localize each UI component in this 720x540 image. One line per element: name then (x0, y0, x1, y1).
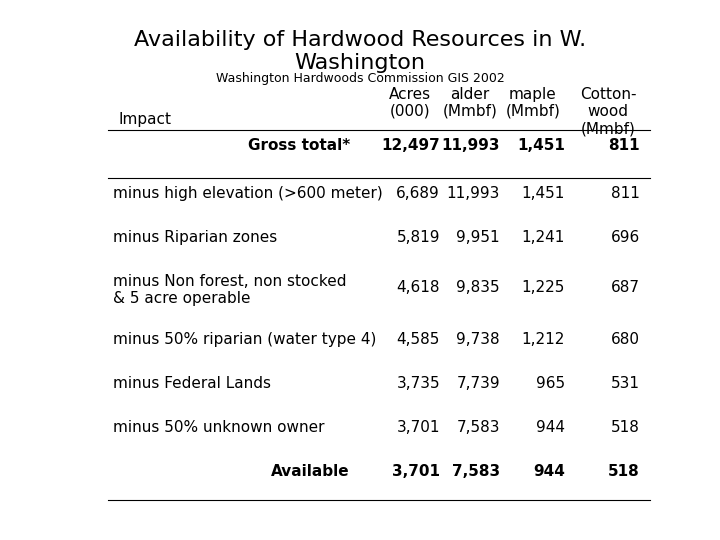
Text: 3,701: 3,701 (392, 464, 440, 479)
Text: 680: 680 (611, 332, 640, 347)
Text: 6,689: 6,689 (396, 186, 440, 201)
Text: minus Non forest, non stocked
& 5 acre operable: minus Non forest, non stocked & 5 acre o… (113, 274, 346, 306)
Text: 811: 811 (608, 138, 640, 153)
Text: 518: 518 (611, 420, 640, 435)
Text: 944: 944 (533, 464, 565, 479)
Text: 811: 811 (611, 186, 640, 201)
Text: Gross total*: Gross total* (248, 138, 350, 153)
Text: 9,951: 9,951 (456, 230, 500, 245)
Text: (000): (000) (390, 104, 431, 119)
Text: 7,583: 7,583 (456, 420, 500, 435)
Text: 4,618: 4,618 (397, 280, 440, 295)
Text: (Mmbf): (Mmbf) (580, 121, 636, 136)
Text: 1,212: 1,212 (521, 332, 565, 347)
Text: 1,451: 1,451 (521, 186, 565, 201)
Text: Impact: Impact (118, 112, 171, 127)
Text: 1,451: 1,451 (517, 138, 565, 153)
Text: minus 50% riparian (water type 4): minus 50% riparian (water type 4) (113, 332, 377, 347)
Text: 5,819: 5,819 (397, 230, 440, 245)
Text: 7,739: 7,739 (456, 376, 500, 391)
Text: 965: 965 (536, 376, 565, 391)
Text: Availability of Hardwood Resources in W.
Washington: Availability of Hardwood Resources in W.… (134, 30, 586, 73)
Text: Washington Hardwoods Commission GIS 2002: Washington Hardwoods Commission GIS 2002 (215, 72, 505, 85)
Text: minus high elevation (>600 meter): minus high elevation (>600 meter) (113, 186, 383, 201)
Text: alder: alder (451, 87, 490, 102)
Text: minus 50% unknown owner: minus 50% unknown owner (113, 420, 325, 435)
Text: (Mmbf): (Mmbf) (505, 104, 560, 119)
Text: Available: Available (271, 464, 350, 479)
Text: 9,835: 9,835 (456, 280, 500, 295)
Text: Acres: Acres (389, 87, 431, 102)
Text: 3,735: 3,735 (397, 376, 440, 391)
Text: 12,497: 12,497 (382, 138, 440, 153)
Text: 1,241: 1,241 (521, 230, 565, 245)
Text: 11,993: 11,993 (441, 138, 500, 153)
Text: wood: wood (588, 104, 629, 119)
Text: 4,585: 4,585 (397, 332, 440, 347)
Text: 687: 687 (611, 280, 640, 295)
Text: (Mmbf): (Mmbf) (443, 104, 498, 119)
Text: 1,225: 1,225 (521, 280, 565, 295)
Text: 7,583: 7,583 (452, 464, 500, 479)
Text: 531: 531 (611, 376, 640, 391)
Text: 9,738: 9,738 (456, 332, 500, 347)
Text: 944: 944 (536, 420, 565, 435)
Text: 3,701: 3,701 (397, 420, 440, 435)
Text: minus Riparian zones: minus Riparian zones (113, 230, 277, 245)
Text: Cotton-: Cotton- (580, 87, 636, 102)
Text: 696: 696 (611, 230, 640, 245)
Text: 11,993: 11,993 (446, 186, 500, 201)
Text: maple: maple (509, 87, 557, 102)
Text: 518: 518 (608, 464, 640, 479)
Text: minus Federal Lands: minus Federal Lands (113, 376, 271, 391)
